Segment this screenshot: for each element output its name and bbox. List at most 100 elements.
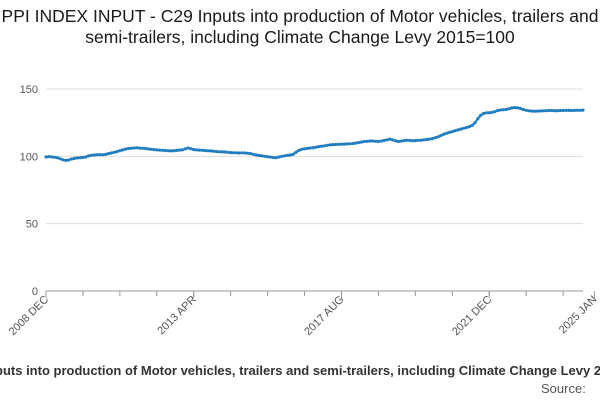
data-point	[294, 150, 298, 154]
data-point	[484, 111, 488, 115]
data-point	[44, 155, 48, 159]
data-point	[379, 139, 383, 143]
data-point	[331, 143, 335, 147]
data-point	[374, 139, 378, 143]
data-point	[442, 132, 446, 136]
chart-title: PPI INDEX INPUT - C29 Inputs into produc…	[1, 6, 599, 47]
data-point	[234, 151, 238, 155]
data-point	[186, 146, 190, 150]
data-point	[459, 127, 463, 131]
data-point	[112, 150, 116, 154]
data-point	[64, 158, 68, 162]
data-point	[416, 138, 420, 142]
data-point	[285, 153, 290, 157]
data-point	[530, 109, 534, 113]
data-point	[359, 140, 363, 144]
data-point	[533, 109, 537, 113]
data-point	[337, 142, 341, 146]
data-point	[254, 153, 258, 157]
data-point	[402, 139, 406, 143]
data-point	[263, 154, 267, 158]
data-point	[362, 139, 366, 144]
data-point	[425, 137, 429, 142]
data-point	[473, 121, 477, 125]
y-tick-label: 150	[20, 84, 38, 96]
data-point	[214, 149, 219, 154]
data-point	[155, 148, 159, 152]
data-point	[439, 133, 443, 138]
data-point	[351, 141, 355, 146]
series-path	[44, 106, 585, 162]
data-point	[570, 108, 574, 113]
data-point	[447, 130, 452, 134]
data-point	[544, 109, 548, 113]
data-point	[516, 106, 520, 110]
data-point	[564, 108, 568, 112]
data-point	[553, 109, 557, 113]
source-label: Source:	[541, 381, 586, 396]
data-point	[547, 108, 551, 113]
data-point	[499, 108, 503, 112]
data-point	[314, 145, 318, 149]
data-point	[399, 139, 403, 143]
data-point	[58, 157, 62, 161]
data-point	[365, 139, 369, 143]
data-point	[464, 125, 469, 130]
data-point	[462, 126, 466, 130]
data-point	[158, 148, 162, 152]
data-point	[92, 153, 96, 157]
data-point	[382, 138, 386, 142]
data-point	[391, 138, 395, 142]
data-point	[101, 153, 105, 157]
data-point	[453, 129, 457, 133]
data-point	[393, 139, 398, 143]
data-point	[67, 158, 71, 162]
data-point	[237, 151, 241, 155]
data-point	[456, 128, 460, 132]
data-point	[303, 147, 307, 151]
y-tick-label: 100	[20, 151, 38, 163]
data-point	[538, 109, 543, 113]
data-point	[348, 142, 352, 146]
data-point	[81, 155, 85, 159]
data-point	[297, 148, 301, 152]
data-point	[342, 142, 346, 146]
data-point	[274, 156, 278, 160]
data-point	[535, 109, 540, 113]
data-point	[138, 146, 142, 150]
data-point	[50, 155, 54, 159]
data-point	[450, 130, 454, 134]
data-point	[149, 147, 153, 151]
data-point	[192, 148, 196, 152]
data-point	[558, 108, 562, 113]
data-point	[143, 146, 147, 151]
data-point	[408, 138, 412, 142]
legend: C29 Inputs into production of Motor vehi…	[0, 363, 600, 383]
data-point	[268, 155, 273, 159]
data-point	[243, 151, 247, 155]
data-point	[334, 142, 338, 147]
x-axis: 2008 DEC 2013 APR 2017 AUG 2021 DEC 2025 JAN	[7, 290, 600, 338]
data-point	[249, 152, 253, 156]
data-point	[482, 111, 486, 116]
data-point	[84, 155, 88, 159]
data-point	[87, 154, 91, 158]
data-point	[183, 147, 187, 151]
data-point	[121, 148, 125, 152]
data-point	[47, 155, 51, 159]
data-point	[283, 154, 287, 158]
data-point	[436, 135, 440, 139]
data-point	[260, 154, 264, 158]
x-tick-label: 2021 DEC	[450, 294, 494, 338]
data-point	[166, 149, 170, 153]
data-point	[510, 106, 514, 110]
data-point	[132, 146, 136, 150]
data-point	[175, 148, 179, 152]
data-point	[581, 108, 585, 112]
x-tick-label: 2017 AUG	[302, 294, 346, 338]
data-point	[231, 151, 236, 155]
data-point	[575, 108, 579, 112]
data-point	[507, 107, 511, 111]
data-point	[115, 150, 119, 154]
